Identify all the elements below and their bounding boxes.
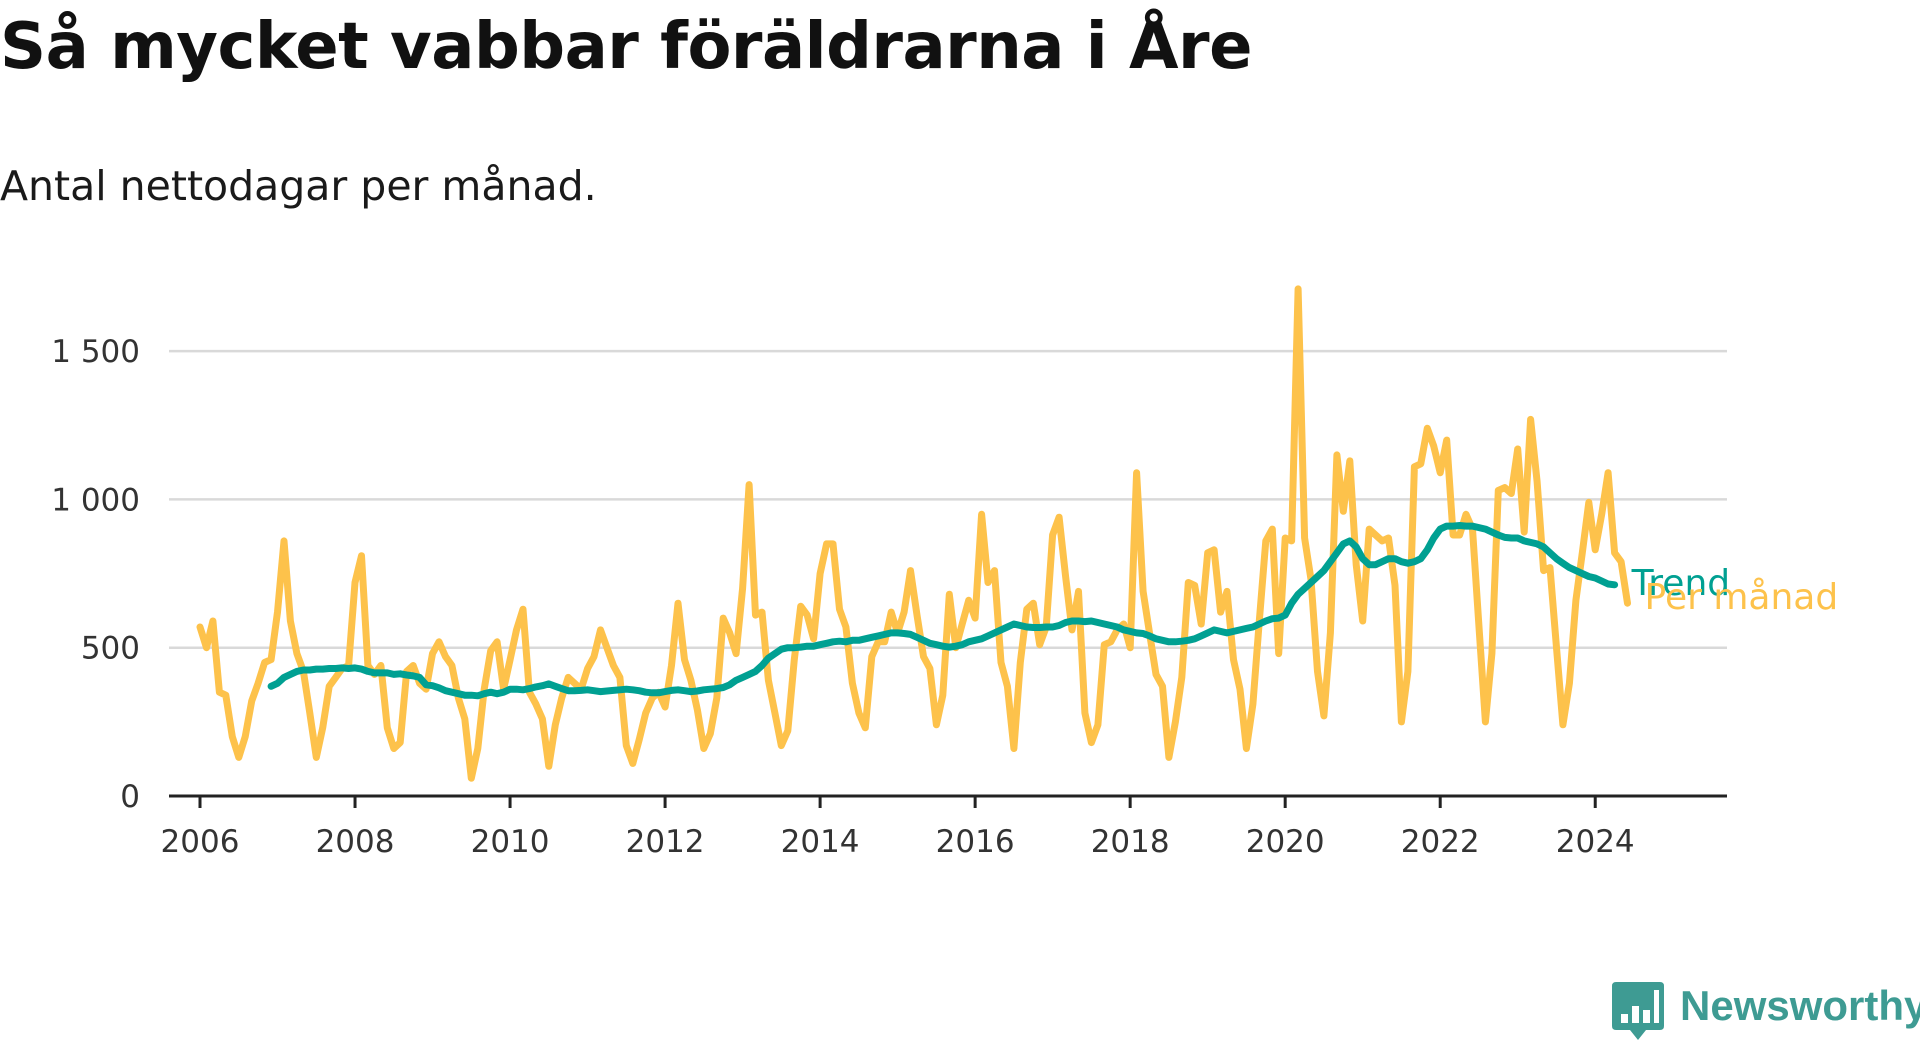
x-tick-label: 2018 [1091, 824, 1170, 860]
x-tick-label: 2008 [316, 824, 395, 860]
series-lines [196, 285, 1631, 782]
x-tick-label: 2022 [1401, 824, 1480, 860]
newsworthy-brand-name: Newsworthy [1680, 982, 1920, 1029]
x-tick-label: 2016 [936, 824, 1015, 860]
x-tick-label: 2012 [626, 824, 705, 860]
chart-subtitle: Antal nettodagar per månad. [0, 162, 597, 210]
chart-title: Så mycket vabbar föräldrarna i Åre [0, 10, 1252, 84]
x-axis: 2006 2008 2010 2012 2014 2016 2018 2020 2022 2024 [161, 794, 1727, 860]
y-tick-label: 1 500 [51, 334, 140, 370]
y-tick-label: 1 000 [51, 482, 140, 518]
x-tick-label: 2010 [471, 824, 550, 860]
newsworthy-logo: Newsworthy [1612, 982, 1920, 1042]
x-tick-label: 2014 [781, 824, 860, 860]
trend-series-label: Trend [1631, 563, 1731, 604]
series-line-trend [267, 522, 1619, 700]
y-tick-label: 0 [120, 779, 140, 815]
per-manad-series-label: Per månad [1645, 577, 1839, 618]
x-tick-label: 2006 [161, 824, 240, 860]
x-tick-label: 2024 [1556, 824, 1635, 860]
newsworthy-logo-icon [1612, 982, 1664, 1040]
y-axis-tick-labels: 0 500 1 000 1 500 [51, 334, 140, 815]
x-tick-label: 2020 [1246, 824, 1325, 860]
y-tick-label: 500 [81, 631, 140, 667]
series-line-per-manad [196, 285, 1631, 782]
